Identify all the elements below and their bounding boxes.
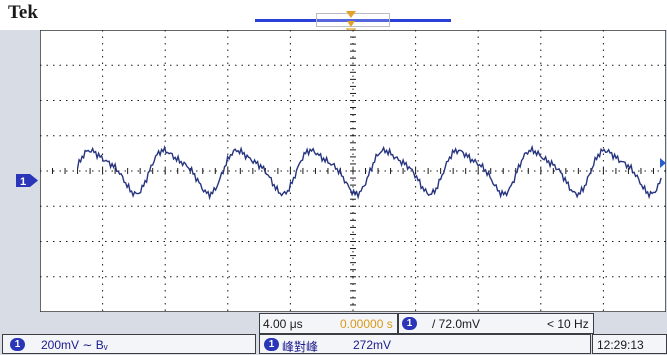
channel-1-ground-marker-icon[interactable]: 1: [14, 172, 40, 189]
record-length-bar[interactable]: [255, 19, 451, 22]
channel-1-badge: 1: [10, 338, 25, 351]
timebase-value: 4.00 μs: [263, 317, 303, 331]
center-ticks: [40, 30, 666, 306]
trigger-channel-badge: 1: [402, 317, 417, 330]
measurement-box[interactable]: 1 峰對峰 272mV: [259, 334, 591, 354]
brand-logo: Tek: [8, 2, 38, 23]
trace-end-marker-icon: [660, 158, 666, 168]
channel-1-scale-box[interactable]: 1 200mV ∼ Bᵥ: [2, 334, 256, 354]
channel-1-scale: 200mV ∼ Bᵥ: [41, 338, 108, 352]
status-panel-bottom: 1 200mV ∼ Bᵥ 1 峰對峰 272mV 12:29:13: [0, 334, 667, 354]
status-panel-top: 4.00 μs 0.00000 s 1 / 72.0mV < 10 Hz: [259, 313, 667, 334]
channel-1-marker-label: 1: [20, 176, 26, 188]
frequency-value: < 10 Hz: [547, 317, 589, 331]
scope-graticule: [40, 30, 666, 312]
trigger-box[interactable]: 1 / 72.0mV < 10 Hz: [398, 313, 594, 334]
clock: 12:29:13: [597, 338, 644, 352]
timebase-box[interactable]: 4.00 μs 0.00000 s: [259, 313, 398, 334]
trigger-position-value: 0.00000 s: [340, 317, 393, 331]
channel-1-waveform: [76, 144, 662, 201]
measurement-value: 272mV: [353, 338, 392, 352]
clock-box: 12:29:13: [592, 334, 667, 354]
measurement-badge: 1: [264, 338, 279, 351]
trigger-level-value: / 72.0mV: [432, 317, 481, 331]
measurement-label: 峰對峰: [282, 340, 319, 354]
top-bar: Tek: [0, 0, 667, 30]
